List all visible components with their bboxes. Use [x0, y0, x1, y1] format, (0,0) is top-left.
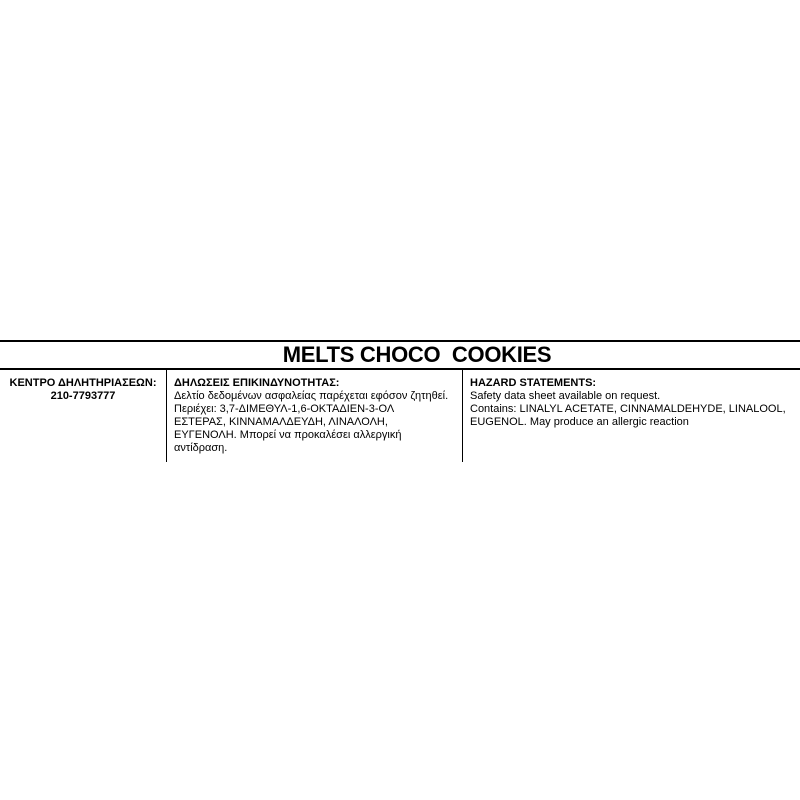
poison-center-cell: ΚΕΝΤΡΟ ΔΗΛΗΤΗΡΙΑΣΕΩΝ: 210-7793777 — [0, 370, 167, 462]
title-bottom-rule — [0, 368, 800, 370]
label-info-table: ΚΕΝΤΡΟ ΔΗΛΗΤΗΡΙΑΣΕΩΝ: 210-7793777 ΔΗΛΩΣΕ… — [0, 370, 800, 462]
hazard-english-heading: HAZARD STATEMENTS: — [470, 377, 597, 389]
hazard-greek-body: Δελτίο δεδομένων ασφαλείας παρέχεται εφό… — [174, 390, 449, 454]
poison-center-phone: 210-7793777 — [50, 390, 116, 402]
hazard-statements-english-cell: HAZARD STATEMENTS: Safety data sheet ava… — [463, 370, 800, 462]
hazard-greek-heading: ΔΗΛΩΣΕΙΣ ΕΠΙΚΙΝΔΥΝΟΤΗΤΑΣ: — [174, 377, 340, 389]
title-top-rule — [0, 340, 800, 342]
product-title: MELTS CHOCO COOKIES — [282, 342, 552, 367]
hazard-statements-greek-cell: ΔΗΛΩΣΕΙΣ ΕΠΙΚΙΝΔΥΝΟΤΗΤΑΣ: Δελτίο δεδομέν… — [167, 370, 463, 462]
poison-center-heading: ΚΕΝΤΡΟ ΔΗΛΗΤΗΡΙΑΣΕΩΝ: — [9, 377, 157, 389]
hazard-english-body: Safety data sheet available on request. … — [470, 390, 786, 428]
